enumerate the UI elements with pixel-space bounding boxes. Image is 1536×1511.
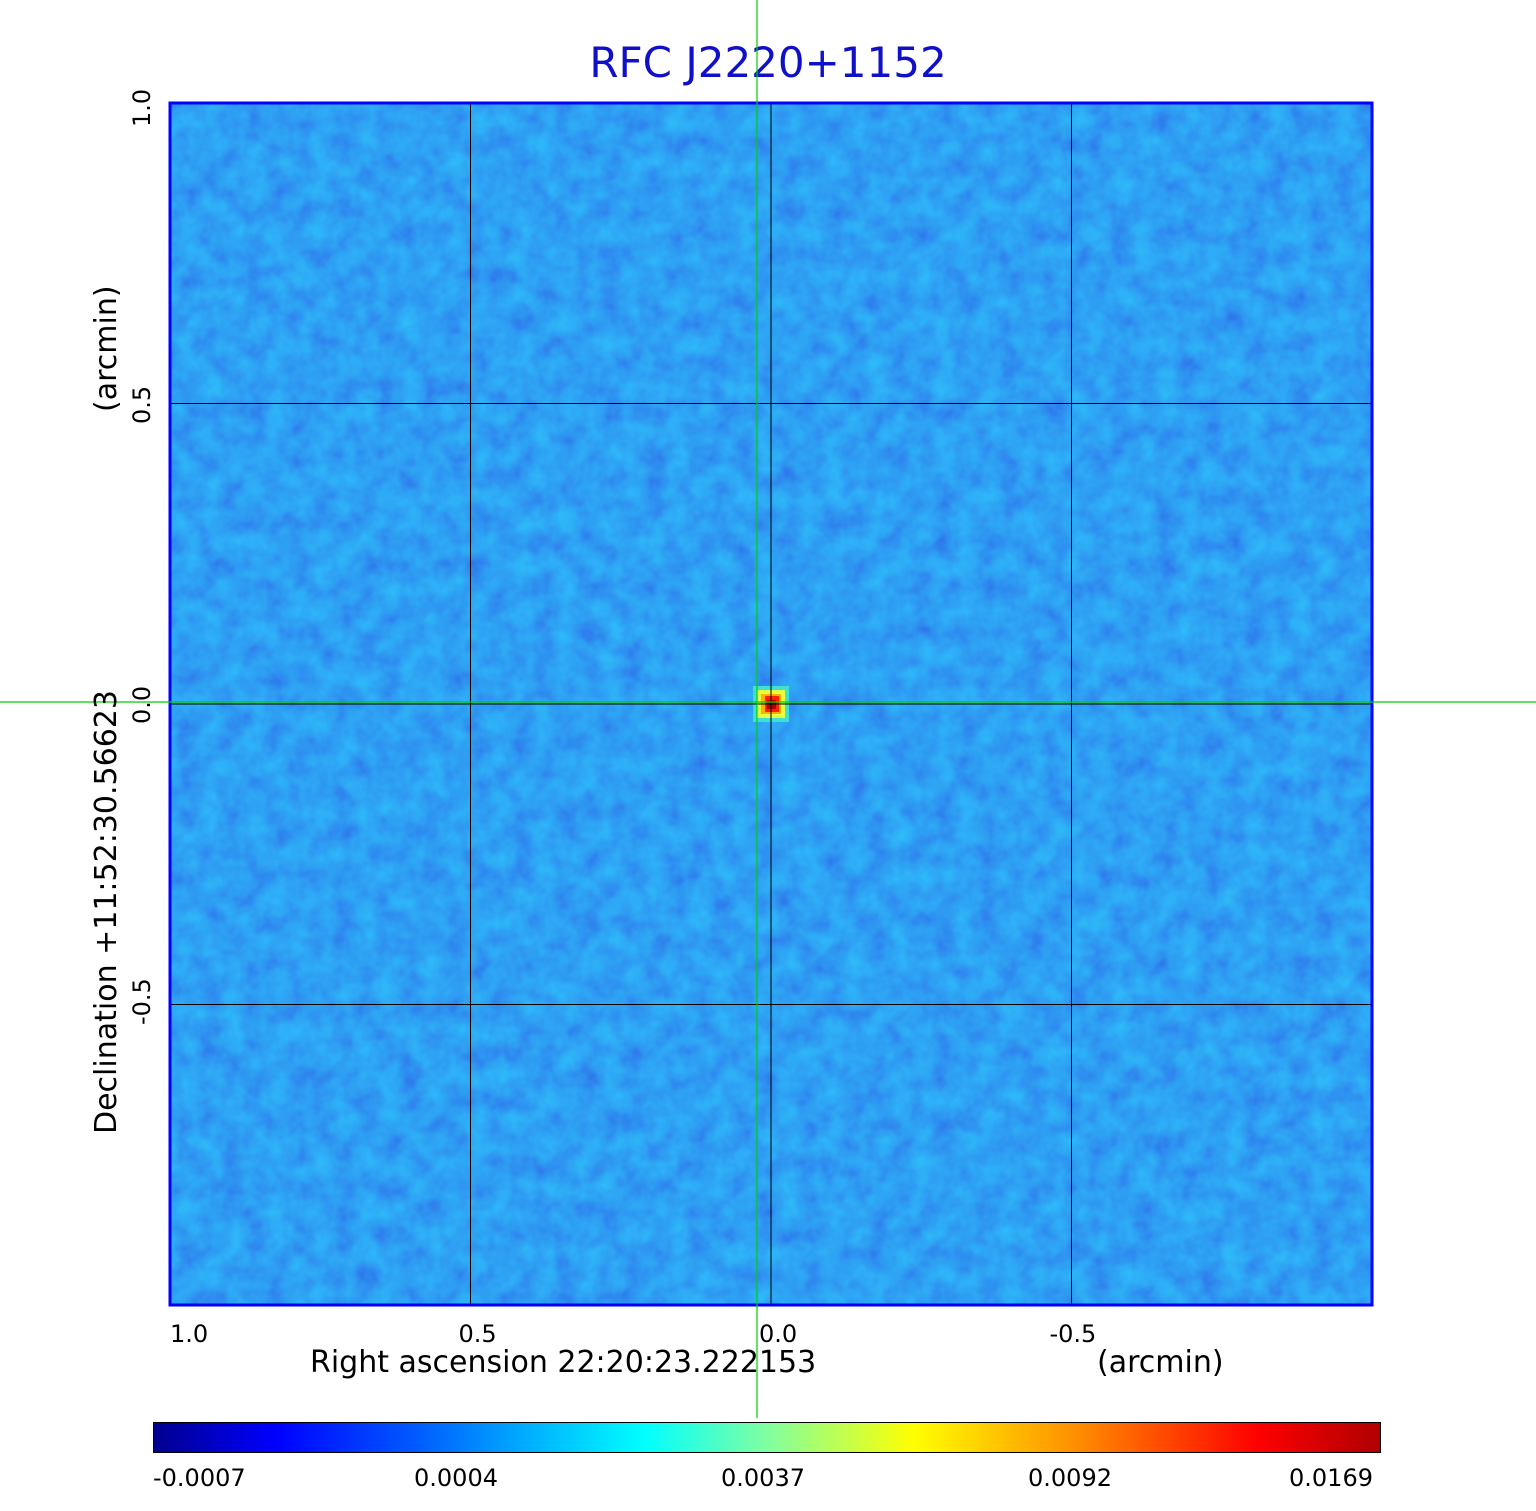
colorbar-tick-label: 0.0092 (1028, 1464, 1112, 1492)
x-tick-label: 0.0 (759, 1320, 798, 1348)
plot-frame (168, 101, 1374, 1307)
crosshair (0, 0, 1536, 1418)
y-tick-label: -0.5 (128, 977, 156, 1025)
y-tick-label: 1.0 (128, 88, 156, 127)
y-tick-label: 0.5 (128, 385, 156, 424)
x-axis-unit: (arcmin) (1097, 1345, 1224, 1380)
colorbar-tick-label: -0.0007 (153, 1464, 246, 1492)
colorbar (153, 1422, 1381, 1453)
x-axis-label: Right ascension 22:20:23.222153 (310, 1345, 817, 1380)
chart-title: RFC J2220+1152 (589, 38, 947, 87)
y-tick-label: 0.0 (128, 685, 156, 724)
colorbar-tick-label: 0.0037 (721, 1464, 805, 1492)
colorbar-tick-label: 0.0004 (414, 1464, 498, 1492)
y-axis-unit: (arcmin) (89, 285, 124, 412)
x-tick-label: -0.5 (1049, 1320, 1097, 1348)
y-axis-label: Declination +11:52:30.56623 (89, 690, 124, 1134)
x-tick-label: 0.5 (458, 1320, 497, 1348)
x-tick-label: 1.0 (170, 1320, 209, 1348)
colorbar-tick-label: 0.0169 (1289, 1464, 1373, 1492)
grid-lines (168, 101, 1374, 1307)
